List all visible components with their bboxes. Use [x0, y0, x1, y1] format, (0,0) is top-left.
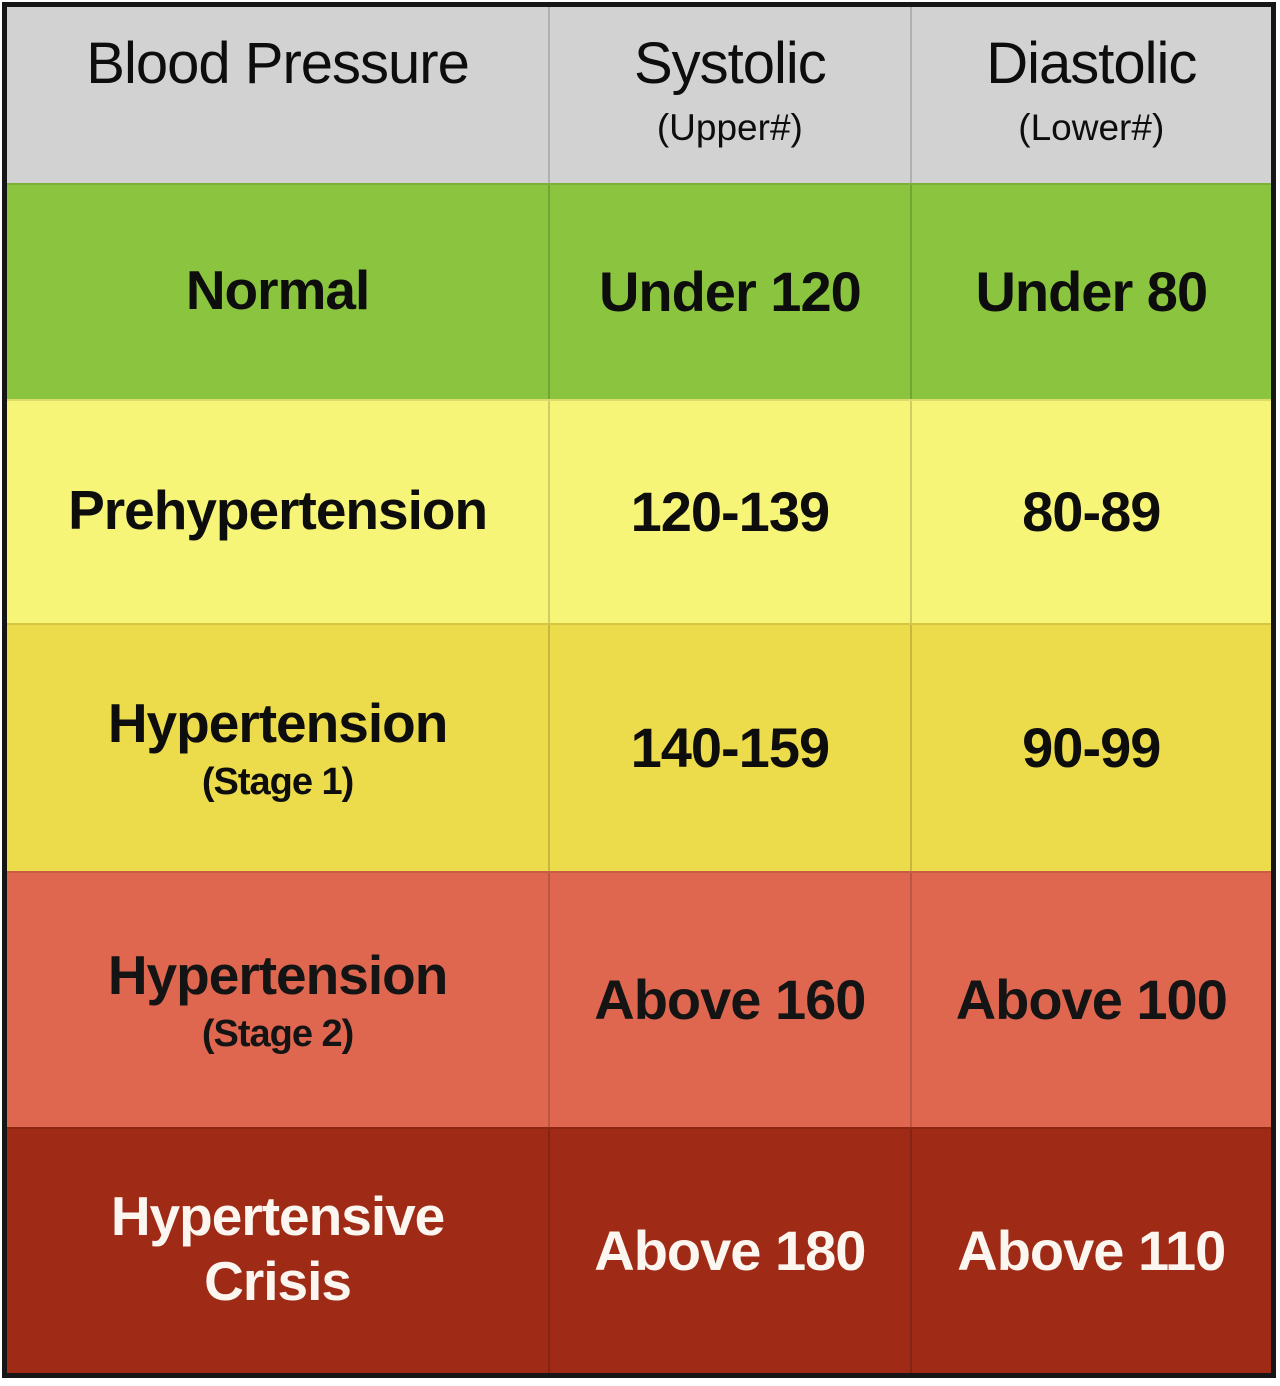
category-label: Hypertensive Crisis — [110, 1185, 445, 1312]
systolic-value: Under 120 — [598, 260, 862, 324]
row-normal: Normal Under 120 Under 80 — [7, 183, 1271, 399]
category-label: Prehypertension — [68, 478, 488, 541]
category-label: Normal — [185, 258, 370, 321]
header-title-systolic: Systolic — [633, 31, 827, 96]
category-label: Hypertension — [107, 691, 448, 754]
diastolic-value: Under 80 — [975, 260, 1208, 324]
diastolic-cell: Under 80 — [909, 185, 1271, 399]
row-hypertension-stage-2: Hypertension (Stage 2) Above 160 Above 1… — [7, 871, 1271, 1127]
category-label: Hypertension — [107, 943, 448, 1006]
row-hypertension-stage-1: Hypertension (Stage 1) 140-159 90-99 — [7, 623, 1271, 871]
row-hypertensive-crisis: Hypertensive Crisis Above 180 Above 110 — [7, 1127, 1271, 1373]
category-cell: Hypertension (Stage 2) — [7, 873, 548, 1127]
systolic-value: Above 180 — [594, 1219, 866, 1283]
category-cell: Hypertension (Stage 1) — [7, 625, 548, 871]
header-subtitle-diastolic: (Lower#) — [1018, 106, 1165, 148]
header-row: Blood Pressure Systolic (Upper#) Diastol… — [7, 7, 1271, 183]
diastolic-cell: 80-89 — [909, 401, 1271, 623]
diastolic-value: Above 110 — [957, 1219, 1226, 1283]
category-cell: Prehypertension — [7, 401, 548, 623]
header-cell-blood-pressure: Blood Pressure — [7, 7, 548, 183]
row-prehypertension: Prehypertension 120-139 80-89 — [7, 399, 1271, 623]
systolic-cell: 140-159 — [548, 625, 909, 871]
systolic-value: Above 160 — [594, 968, 866, 1032]
category-sublabel: (Stage 1) — [201, 760, 354, 803]
diastolic-cell: Above 100 — [909, 873, 1271, 1127]
diastolic-cell: Above 110 — [909, 1129, 1271, 1373]
header-cell-diastolic: Diastolic (Lower#) — [909, 7, 1271, 183]
header-title-diastolic: Diastolic — [986, 31, 1197, 96]
diastolic-cell: 90-99 — [909, 625, 1271, 871]
systolic-cell: Above 160 — [548, 873, 909, 1127]
systolic-value: 120-139 — [630, 480, 831, 544]
category-cell: Normal — [7, 185, 548, 399]
diastolic-value: 90-99 — [1022, 716, 1161, 780]
header-subtitle-systolic: (Upper#) — [656, 106, 803, 148]
systolic-cell: 120-139 — [548, 401, 909, 623]
diastolic-value: 80-89 — [1022, 480, 1161, 544]
category-cell: Hypertensive Crisis — [7, 1129, 548, 1373]
category-sublabel: (Stage 2) — [201, 1012, 354, 1055]
systolic-cell: Under 120 — [548, 185, 909, 399]
systolic-value: 140-159 — [630, 716, 831, 780]
systolic-cell: Above 180 — [548, 1129, 909, 1373]
diastolic-value: Above 100 — [955, 968, 1228, 1032]
header-title-blood-pressure: Blood Pressure — [86, 31, 470, 96]
header-cell-systolic: Systolic (Upper#) — [548, 7, 909, 183]
